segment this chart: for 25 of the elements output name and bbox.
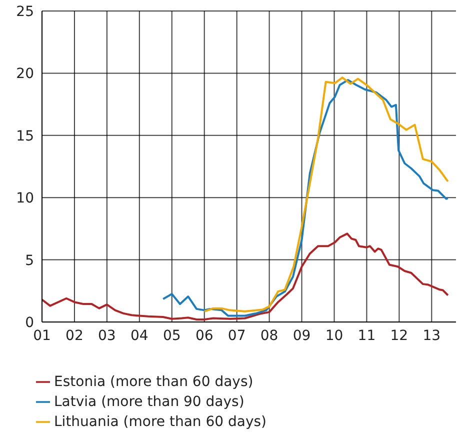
- x-tick-label: 13: [422, 328, 441, 344]
- x-tick-label: 10: [325, 328, 344, 344]
- y-tick-label: 10: [16, 190, 34, 207]
- x-tick-label: 02: [66, 328, 84, 344]
- x-tick-label: 12: [390, 328, 408, 344]
- legend-label: Estonia (more than 60 days): [54, 374, 254, 390]
- x-tick-label: 01: [33, 328, 51, 344]
- x-tick-label: 08: [260, 328, 278, 344]
- line-series: [42, 232, 449, 321]
- x-tick-label: 07: [228, 328, 246, 344]
- line-series: [162, 79, 449, 317]
- legend-label: Lithuania (more than 60 days): [54, 414, 267, 430]
- y-tick-label: 5: [25, 252, 34, 269]
- y-tick-label: 20: [16, 66, 34, 82]
- x-tick-label: 09: [292, 328, 311, 344]
- y-tick-label: 0: [25, 314, 34, 331]
- x-tick-label: 05: [162, 328, 181, 344]
- x-tick-label: 06: [195, 328, 214, 344]
- legend-label: Latvia (more than 90 days): [54, 394, 244, 410]
- x-tick-label: 03: [98, 328, 116, 344]
- x-tick-label: 11: [358, 328, 376, 344]
- y-tick-label: 25: [16, 4, 34, 20]
- line-series: [203, 76, 449, 312]
- x-tick-label: 04: [130, 328, 148, 344]
- y-tick-label: 15: [16, 128, 34, 144]
